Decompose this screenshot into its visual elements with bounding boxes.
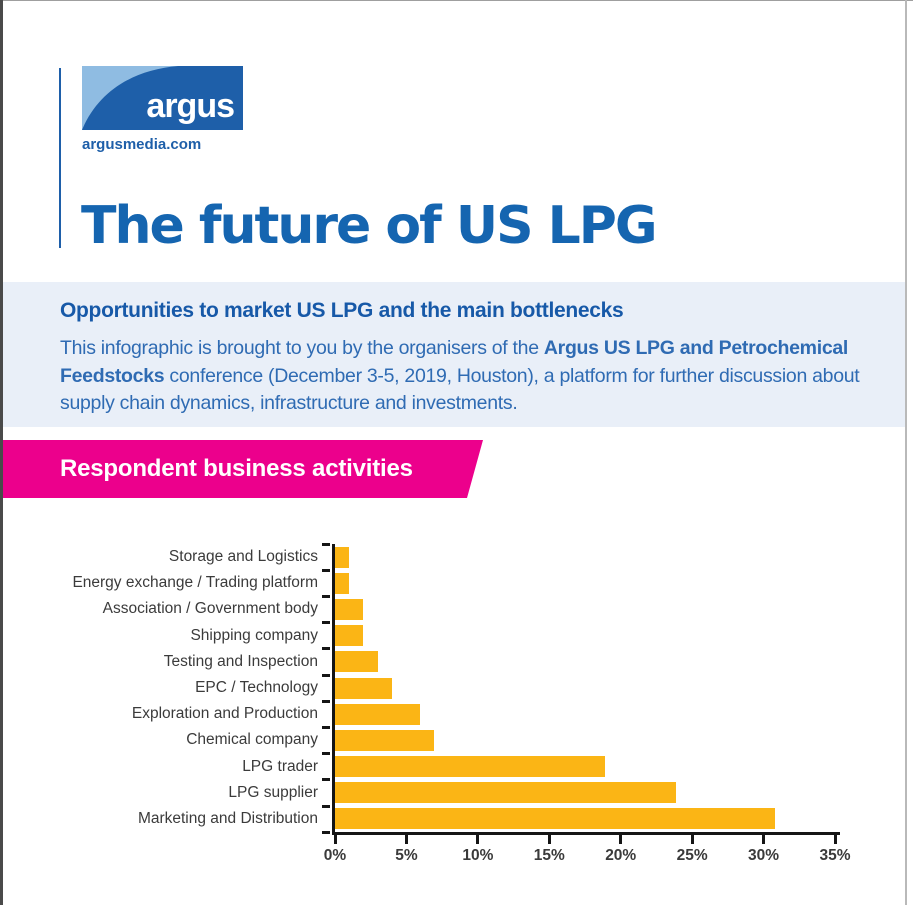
x-tick-label: 35%	[819, 847, 851, 864]
category-label: LPG supplier	[228, 783, 318, 801]
y-axis-tick	[322, 778, 330, 782]
y-axis-tick	[322, 568, 330, 572]
y-axis-tick	[322, 542, 330, 546]
x-axis-tick	[690, 835, 694, 844]
x-tick-label: 20%	[605, 847, 637, 864]
intro-body-text-1: This infographic is brought to you by th…	[60, 337, 544, 359]
category-label: Chemical company	[186, 731, 318, 749]
intro-heading: Opportunities to market US LPG and the m…	[60, 299, 624, 322]
bar-chemical-company	[335, 729, 435, 751]
x-axis-line	[332, 832, 840, 835]
bar-energy-exchange-trading-platform	[335, 572, 350, 594]
y-axis-tick	[322, 699, 330, 703]
bar-row	[335, 544, 832, 570]
category-label: Storage and Logistics	[168, 548, 318, 565]
section-banner: Respondent business activities	[3, 440, 483, 498]
page-title: The future of US LPG	[81, 196, 658, 256]
y-axis-tick	[322, 804, 330, 808]
argus-logo: argus	[82, 66, 243, 130]
bar-lpg-trader	[335, 756, 605, 778]
bar-exploration-and-production	[335, 703, 421, 725]
category-label: Shipping company	[190, 626, 318, 644]
x-axis-tick	[404, 835, 408, 844]
chart-plot-area: 0% 5% 10% 15% 20% 25% 30% 35%	[322, 542, 851, 864]
chart-category-labels: Storage and Logistics Energy exchange / T…	[40, 544, 318, 832]
section-banner-label: Respondent business activities	[60, 455, 413, 482]
bar-row	[335, 596, 832, 622]
category-label: Exploration and Production	[131, 705, 318, 723]
bar-row	[335, 623, 832, 649]
intro-band: Opportunities to market US LPG and the m…	[3, 282, 905, 427]
y-axis-tick	[322, 647, 330, 651]
page-left-border	[0, 0, 3, 905]
argus-logo-graphic	[82, 66, 243, 130]
category-label: EPC / Technology	[195, 678, 318, 696]
bar-epc-technology	[335, 677, 392, 699]
intro-body-conference-name: Argus US LPG and Petrochemical Feedstock…	[60, 337, 849, 387]
respondent-activities-bar-chart: Storage and Logistics Energy exchange / T…	[40, 542, 851, 864]
y-axis-tick	[322, 594, 330, 598]
logo-swoosh-icon	[82, 66, 178, 130]
category-label: LPG trader	[242, 757, 318, 775]
x-axis-tick	[333, 835, 337, 844]
bar-lpg-supplier	[335, 782, 676, 804]
bar-row	[335, 675, 832, 701]
argusmedia-link[interactable]: argusmedia.com	[82, 136, 202, 153]
y-axis-tick	[322, 725, 330, 729]
x-axis-tick	[547, 835, 551, 844]
x-tick-label: 30%	[748, 847, 780, 864]
x-tick-label: 5%	[395, 847, 418, 864]
page-top-border	[3, 0, 913, 1]
y-axis-tick	[322, 673, 330, 677]
bar-association-government-body	[335, 598, 364, 620]
intro-body: This infographic is brought to you by th…	[60, 335, 860, 418]
bar-row	[335, 570, 832, 596]
x-tick-label: 15%	[533, 847, 565, 864]
category-label: Testing and Inspection	[163, 652, 318, 670]
page-right-border	[905, 0, 907, 905]
bar-row	[335, 754, 832, 780]
bar-marketing-and-distribution	[335, 808, 776, 830]
bar-row	[335, 649, 832, 675]
intro-body-text-2: conference (December 3-5, 2019, Houston)…	[60, 364, 860, 415]
category-label: Marketing and Distribution	[137, 809, 318, 827]
bar-row	[335, 806, 832, 832]
x-axis-tick	[762, 835, 766, 844]
bar-testing-and-inspection	[335, 651, 378, 673]
y-axis-tick	[322, 621, 330, 625]
y-axis-tick	[322, 752, 330, 756]
bar-shipping-company	[335, 625, 364, 647]
x-tick-label: 25%	[676, 847, 708, 864]
brand-vertical-rule	[59, 68, 61, 248]
x-axis-tick	[619, 835, 623, 844]
bar-row	[335, 727, 832, 753]
x-tick-label: 10%	[462, 847, 494, 864]
bar-storage-and-logistics	[335, 546, 350, 568]
logo-wordmark: argus	[146, 87, 235, 125]
x-axis-tick	[833, 835, 837, 844]
x-axis-tick	[476, 835, 480, 844]
y-axis-tick	[322, 830, 330, 834]
bar-row	[335, 701, 832, 727]
category-label: Energy exchange / Trading platform	[72, 574, 318, 592]
bar-row	[335, 780, 832, 806]
x-tick-label: 0%	[323, 847, 347, 864]
category-label: Association / Government body	[102, 600, 318, 618]
